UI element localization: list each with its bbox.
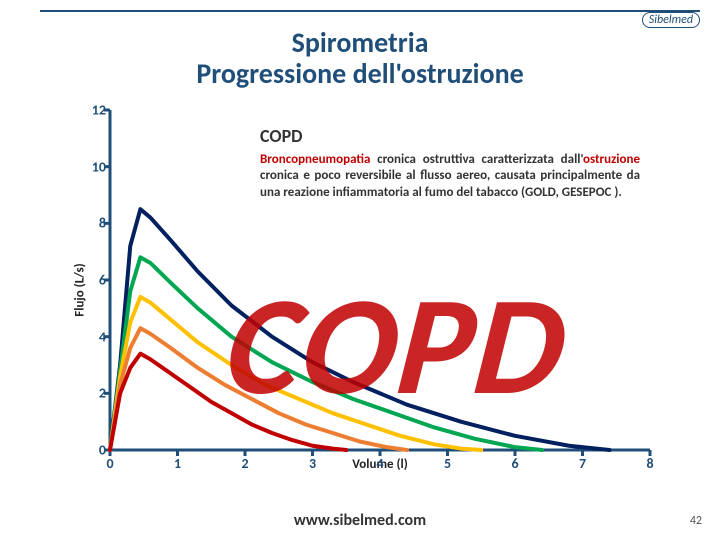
header-divider bbox=[40, 10, 700, 12]
x-tick-label: 4 bbox=[376, 455, 383, 472]
y-tick-label: 0 bbox=[80, 442, 106, 459]
title-line-2: Progressione dell'ostruzione bbox=[196, 56, 523, 91]
x-tick-label: 7 bbox=[579, 455, 586, 472]
desc-highlight: ostruzione bbox=[583, 152, 640, 167]
x-tick-label: 5 bbox=[444, 455, 451, 472]
slide-title: Spirometria Progressione dell'ostruzione bbox=[0, 28, 720, 90]
desc-highlight: Broncopneumopatia bbox=[260, 152, 370, 167]
y-tick-label: 4 bbox=[80, 328, 106, 345]
x-tick-label: 6 bbox=[511, 455, 518, 472]
x-tick-label: 8 bbox=[646, 455, 653, 472]
slide-number: 42 bbox=[690, 514, 702, 528]
desc-text: cronica ostruttiva caratterizzata dall' bbox=[370, 152, 583, 167]
y-tick-label: 2 bbox=[80, 385, 106, 402]
footer-url: www.sibelmed.com bbox=[294, 511, 426, 530]
title-line-1: Spirometria bbox=[292, 25, 429, 60]
chart-subtitle: COPD bbox=[260, 125, 303, 147]
y-tick-label: 6 bbox=[80, 272, 106, 289]
plot-area: COPD Broncopneumopatia cronica ostruttiv… bbox=[110, 110, 650, 450]
x-tick-label: 2 bbox=[241, 455, 248, 472]
x-tick-label: 0 bbox=[106, 455, 113, 472]
y-tick-label: 8 bbox=[80, 215, 106, 232]
y-tick-label: 12 bbox=[80, 102, 106, 119]
x-tick-label: 1 bbox=[174, 455, 181, 472]
chart-container: Flujo (L/s) COPD Broncopneumopatia croni… bbox=[70, 110, 670, 470]
desc-text: cronica e poco reversibile al flusso aer… bbox=[260, 168, 640, 199]
brand-logo: Sibelmed bbox=[642, 12, 700, 28]
x-tick-label: 3 bbox=[309, 455, 316, 472]
y-tick-label: 10 bbox=[80, 158, 106, 175]
chart-description: Broncopneumopatia cronica ostruttiva car… bbox=[260, 152, 640, 201]
